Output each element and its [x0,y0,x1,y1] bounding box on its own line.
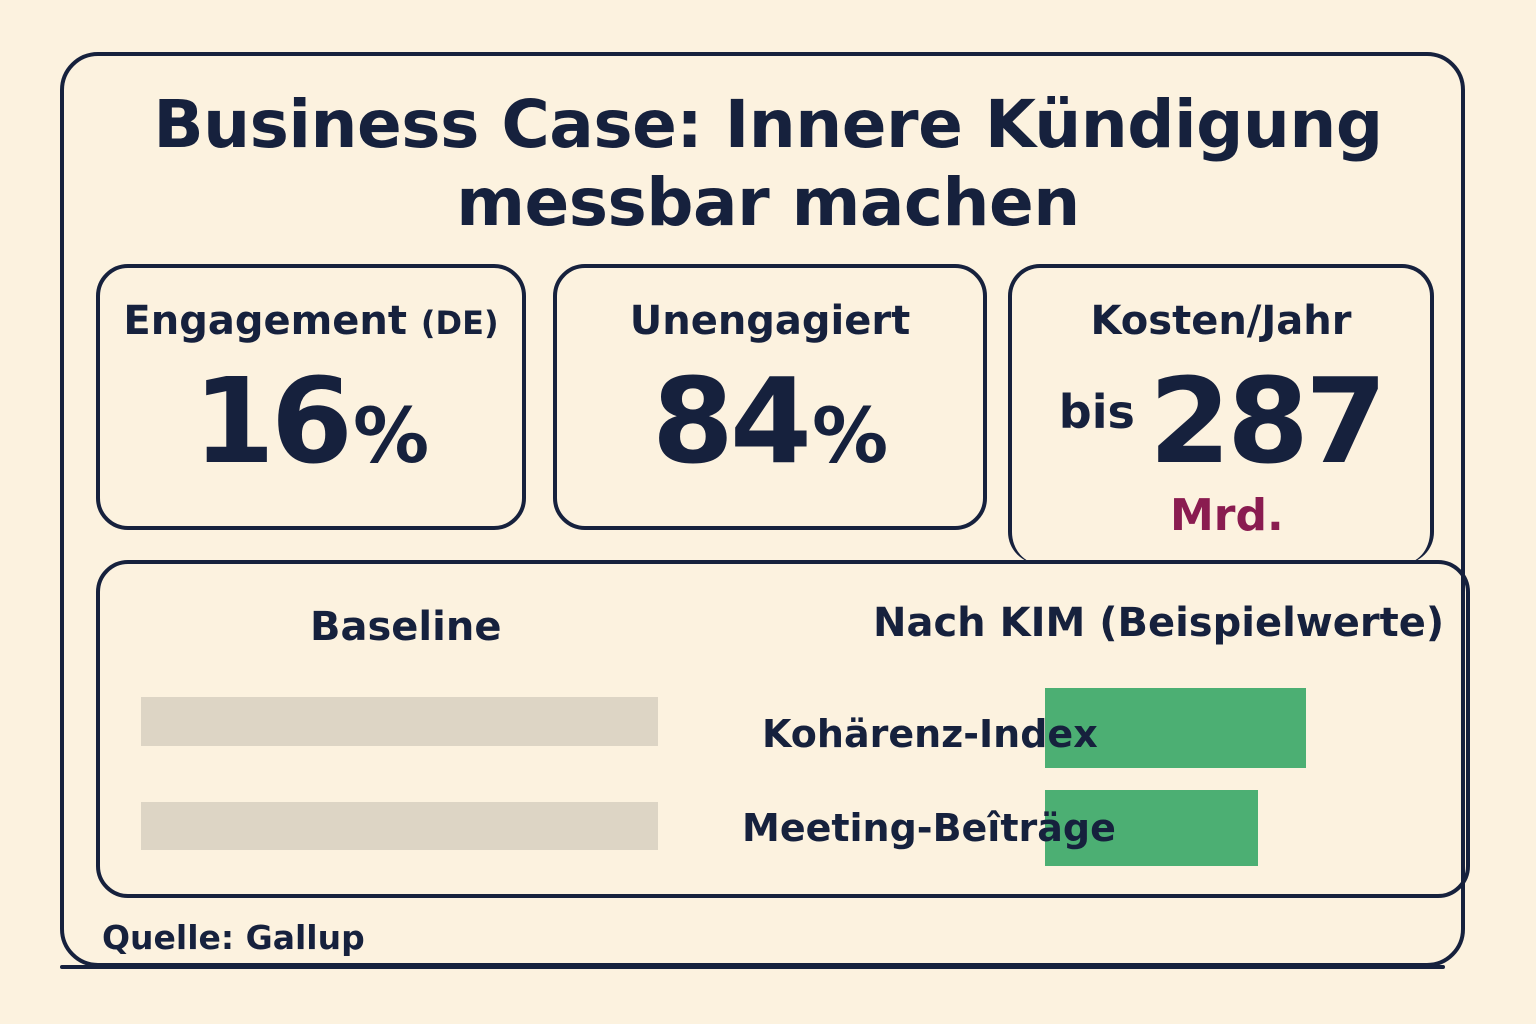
after-bar-1 [1045,688,1306,768]
frame-bottom-line [60,965,1445,969]
category-label-2: Meeting-Beîträge [742,806,1116,850]
kpi-value-engagement: 16% [100,352,522,490]
baseline-bar-2 [141,802,658,850]
page-title: Business Case: Innere Kündigung messbar … [100,86,1436,242]
category-label-1: Kohärenz-Index [762,712,1098,756]
kpi-label-text: Engagement [123,298,407,344]
kpi-card-costs: Kosten/Jahr bis 287 Mrd. [1008,264,1434,564]
kpi-prefix: bis [1058,385,1135,439]
kpi-unit: % [353,391,430,480]
kpi-number: 84 [651,352,812,490]
baseline-bar-1 [141,697,658,746]
comparison-panel [96,560,1470,898]
kpi-label-costs: Kosten/Jahr [1090,298,1352,344]
kpi-sub-unit: Mrd. [1170,490,1284,541]
baseline-heading: Baseline [310,604,502,650]
source-note: Quelle: Gallup [102,918,365,957]
kpi-card-engagement: Engagement (DE) 16% [96,264,526,530]
kpi-number: 16 [192,352,353,490]
kpi-card-unengaged: Unengagiert 84% [553,264,987,530]
kpi-number: 287 [1148,352,1387,490]
kpi-label-unengaged: Unengagiert [629,298,911,344]
kpi-label-engagement: Engagement (DE) [100,298,522,344]
title-line-1: Business Case: Innere Kündigung [153,86,1383,163]
title-line-2: messbar machen [456,164,1080,241]
after-bar-2 [1045,790,1258,866]
kpi-value-costs: bis 287 [1012,352,1430,490]
kpi-unit: % [812,391,889,480]
kpi-label-suffix: (DE) [420,304,499,342]
kpi-value-unengaged: 84% [557,352,983,490]
after-heading: Nach KIM (Beispielwerte) [873,600,1445,646]
